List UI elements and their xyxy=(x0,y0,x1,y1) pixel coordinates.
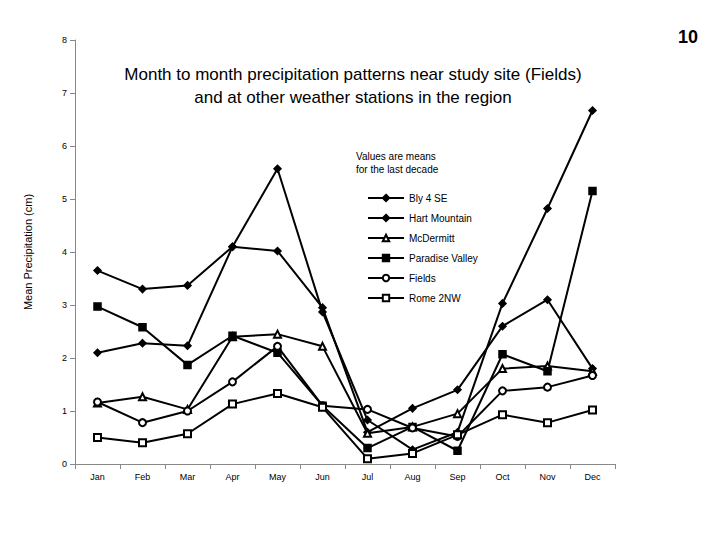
svg-text:Mean Precipitation (cm): Mean Precipitation (cm) xyxy=(22,194,34,310)
svg-text:1: 1 xyxy=(62,406,67,416)
svg-text:Rome 2NW: Rome 2NW xyxy=(409,293,461,304)
svg-text:Hart Mountain: Hart Mountain xyxy=(409,213,472,224)
svg-text:3: 3 xyxy=(62,300,67,310)
svg-text:Values are means: Values are means xyxy=(356,151,436,162)
svg-text:Mar: Mar xyxy=(180,472,196,482)
svg-text:5: 5 xyxy=(62,194,67,204)
svg-text:Jul: Jul xyxy=(362,472,374,482)
svg-text:Oct: Oct xyxy=(495,472,510,482)
svg-text:McDermitt: McDermitt xyxy=(409,233,455,244)
svg-text:for the last decade: for the last decade xyxy=(356,164,439,175)
svg-text:Paradise Valley: Paradise Valley xyxy=(409,253,478,264)
svg-text:6: 6 xyxy=(62,141,67,151)
svg-text:Jan: Jan xyxy=(90,472,105,482)
svg-text:2: 2 xyxy=(62,353,67,363)
svg-text:7: 7 xyxy=(62,88,67,98)
svg-text:Feb: Feb xyxy=(135,472,151,482)
svg-text:Jun: Jun xyxy=(315,472,330,482)
svg-text:May: May xyxy=(269,472,287,482)
svg-text:Fields: Fields xyxy=(409,273,436,284)
svg-text:Bly 4 SE: Bly 4 SE xyxy=(409,193,448,204)
svg-text:Apr: Apr xyxy=(225,472,239,482)
svg-text:0: 0 xyxy=(62,459,67,469)
svg-text:10: 10 xyxy=(678,27,698,47)
svg-text:Nov: Nov xyxy=(539,472,556,482)
svg-text:Aug: Aug xyxy=(404,472,420,482)
svg-text:Dec: Dec xyxy=(584,472,601,482)
svg-text:Sep: Sep xyxy=(449,472,465,482)
svg-text:4: 4 xyxy=(62,247,67,257)
svg-text:Month to month precipitation p: Month to month precipitation patterns ne… xyxy=(124,65,581,84)
svg-text:8: 8 xyxy=(62,35,67,45)
svg-text:and at other weather stations: and at other weather stations in the reg… xyxy=(194,88,512,107)
